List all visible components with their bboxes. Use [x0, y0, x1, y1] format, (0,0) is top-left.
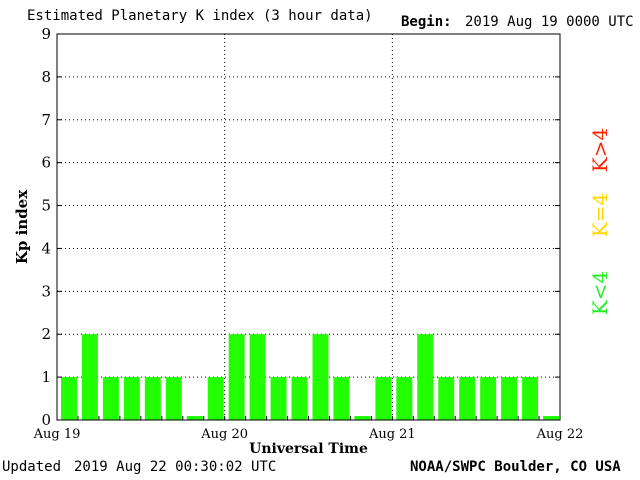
y-tick-label: 4 — [41, 239, 51, 257]
plot-frame — [56, 33, 561, 421]
kp-bar — [396, 377, 413, 420]
kp-bar — [543, 416, 559, 420]
x-axis-label: Universal Time — [249, 441, 368, 457]
x-day-label: Aug 21 — [368, 427, 416, 442]
kp-bar — [459, 377, 476, 420]
y-tick-label: 2 — [41, 325, 51, 343]
kp-bar — [354, 416, 371, 420]
kp-bar — [186, 416, 203, 420]
chart-title: Estimated Planetary K index (3 hour data… — [27, 8, 373, 24]
kp-bar — [102, 377, 119, 420]
y-tick-label: 9 — [41, 25, 51, 43]
kp-bar — [417, 334, 434, 420]
kp-bar — [270, 377, 287, 420]
begin-value: 2019 Aug 19 0000 UTC — [465, 14, 634, 30]
x-day-label: Aug 19 — [33, 427, 81, 442]
kp-bar — [522, 377, 539, 420]
kp-bar — [144, 377, 161, 420]
source-credit: NOAA/SWPC Boulder, CO USA — [410, 459, 621, 475]
legend-item: K>4 — [588, 128, 612, 172]
kp-bar — [207, 377, 224, 420]
y-tick-label: 0 — [41, 411, 51, 429]
updated-value: 2019 Aug 22 00:30:02 UTC — [74, 459, 277, 475]
kp-bar — [81, 334, 98, 420]
x-day-label: Aug 22 — [536, 427, 584, 442]
kp-bar — [123, 377, 140, 420]
y-tick-label: 5 — [41, 197, 51, 215]
legend-item: K=4 — [588, 193, 612, 237]
kp-bar — [312, 334, 329, 420]
kp-bar — [501, 377, 518, 420]
x-day-label: Aug 20 — [200, 427, 248, 442]
y-tick-label: 7 — [41, 111, 51, 129]
kp-bar — [291, 377, 308, 420]
kp-bar — [228, 334, 245, 420]
kp-bar — [480, 377, 497, 420]
legend-item: K<4 — [588, 271, 612, 315]
y-tick-label: 1 — [41, 368, 51, 386]
y-tick-label: 8 — [41, 68, 51, 86]
y-tick-label: 3 — [41, 282, 51, 300]
y-tick-label: 6 — [41, 154, 51, 172]
begin-label: Begin: — [401, 14, 452, 30]
kp-bar — [438, 377, 455, 420]
kp-bar — [333, 377, 350, 420]
kp-bar — [165, 377, 182, 420]
kp-bar — [61, 377, 77, 420]
kp-bar — [375, 377, 392, 420]
updated-label: Updated — [2, 459, 62, 475]
y-axis-label: Kp index — [13, 189, 31, 264]
kp-bar — [249, 334, 266, 420]
